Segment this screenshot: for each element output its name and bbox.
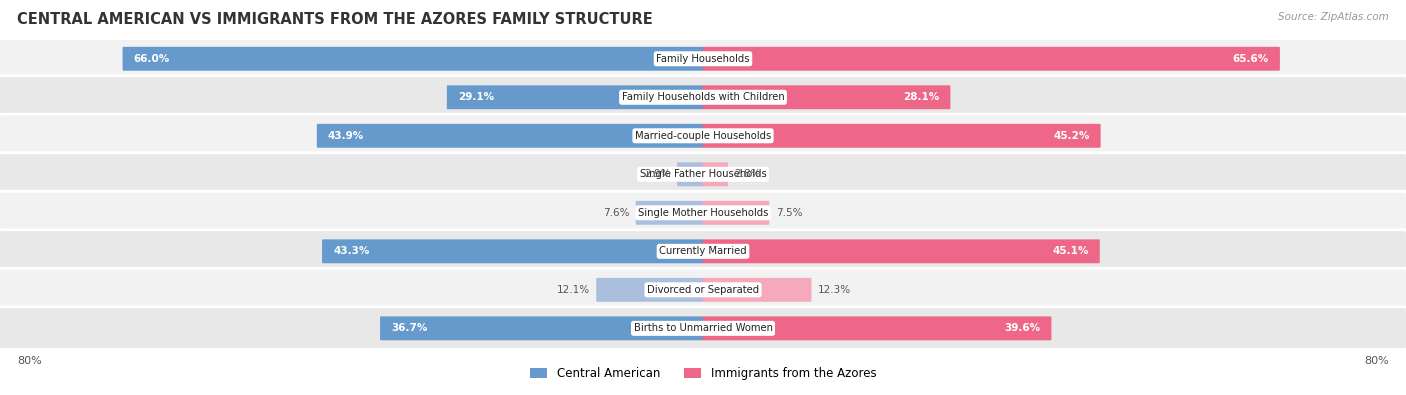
FancyBboxPatch shape xyxy=(596,278,703,302)
FancyBboxPatch shape xyxy=(380,316,703,340)
Text: 45.1%: 45.1% xyxy=(1053,246,1088,256)
FancyBboxPatch shape xyxy=(316,124,703,148)
Text: 45.2%: 45.2% xyxy=(1053,131,1090,141)
Text: Married-couple Households: Married-couple Households xyxy=(636,131,770,141)
FancyBboxPatch shape xyxy=(0,307,1406,350)
FancyBboxPatch shape xyxy=(0,191,1406,234)
FancyBboxPatch shape xyxy=(703,316,1052,340)
Text: 12.3%: 12.3% xyxy=(818,285,851,295)
Text: Single Mother Households: Single Mother Households xyxy=(638,208,768,218)
FancyBboxPatch shape xyxy=(122,47,703,71)
FancyBboxPatch shape xyxy=(447,85,703,109)
Text: 80%: 80% xyxy=(17,356,42,365)
FancyBboxPatch shape xyxy=(0,37,1406,80)
Text: 28.1%: 28.1% xyxy=(903,92,939,102)
Text: 7.6%: 7.6% xyxy=(603,208,630,218)
FancyBboxPatch shape xyxy=(0,153,1406,196)
FancyBboxPatch shape xyxy=(703,47,1279,71)
Text: 12.1%: 12.1% xyxy=(557,285,589,295)
Text: Currently Married: Currently Married xyxy=(659,246,747,256)
Text: Source: ZipAtlas.com: Source: ZipAtlas.com xyxy=(1278,12,1389,22)
Text: 2.8%: 2.8% xyxy=(734,169,761,179)
Text: 2.9%: 2.9% xyxy=(644,169,671,179)
FancyBboxPatch shape xyxy=(703,239,1099,263)
FancyBboxPatch shape xyxy=(636,201,703,225)
FancyBboxPatch shape xyxy=(703,124,1101,148)
Text: 36.7%: 36.7% xyxy=(391,324,427,333)
Text: 43.9%: 43.9% xyxy=(328,131,364,141)
Text: Births to Unmarried Women: Births to Unmarried Women xyxy=(634,324,772,333)
FancyBboxPatch shape xyxy=(703,278,811,302)
Text: 80%: 80% xyxy=(1364,356,1389,365)
FancyBboxPatch shape xyxy=(703,85,950,109)
FancyBboxPatch shape xyxy=(678,162,703,186)
FancyBboxPatch shape xyxy=(0,268,1406,311)
Text: 66.0%: 66.0% xyxy=(134,54,170,64)
Text: Divorced or Separated: Divorced or Separated xyxy=(647,285,759,295)
FancyBboxPatch shape xyxy=(0,114,1406,157)
Text: CENTRAL AMERICAN VS IMMIGRANTS FROM THE AZORES FAMILY STRUCTURE: CENTRAL AMERICAN VS IMMIGRANTS FROM THE … xyxy=(17,12,652,27)
FancyBboxPatch shape xyxy=(703,201,769,225)
Legend: Central American, Immigrants from the Azores: Central American, Immigrants from the Az… xyxy=(524,363,882,385)
Text: 7.5%: 7.5% xyxy=(776,208,803,218)
Text: Family Households with Children: Family Households with Children xyxy=(621,92,785,102)
Text: Family Households: Family Households xyxy=(657,54,749,64)
FancyBboxPatch shape xyxy=(0,230,1406,273)
Text: 65.6%: 65.6% xyxy=(1233,54,1268,64)
Text: Single Father Households: Single Father Households xyxy=(640,169,766,179)
Text: 39.6%: 39.6% xyxy=(1004,324,1040,333)
Text: 43.3%: 43.3% xyxy=(333,246,370,256)
FancyBboxPatch shape xyxy=(322,239,703,263)
FancyBboxPatch shape xyxy=(703,162,728,186)
Text: 29.1%: 29.1% xyxy=(458,92,494,102)
FancyBboxPatch shape xyxy=(0,76,1406,119)
